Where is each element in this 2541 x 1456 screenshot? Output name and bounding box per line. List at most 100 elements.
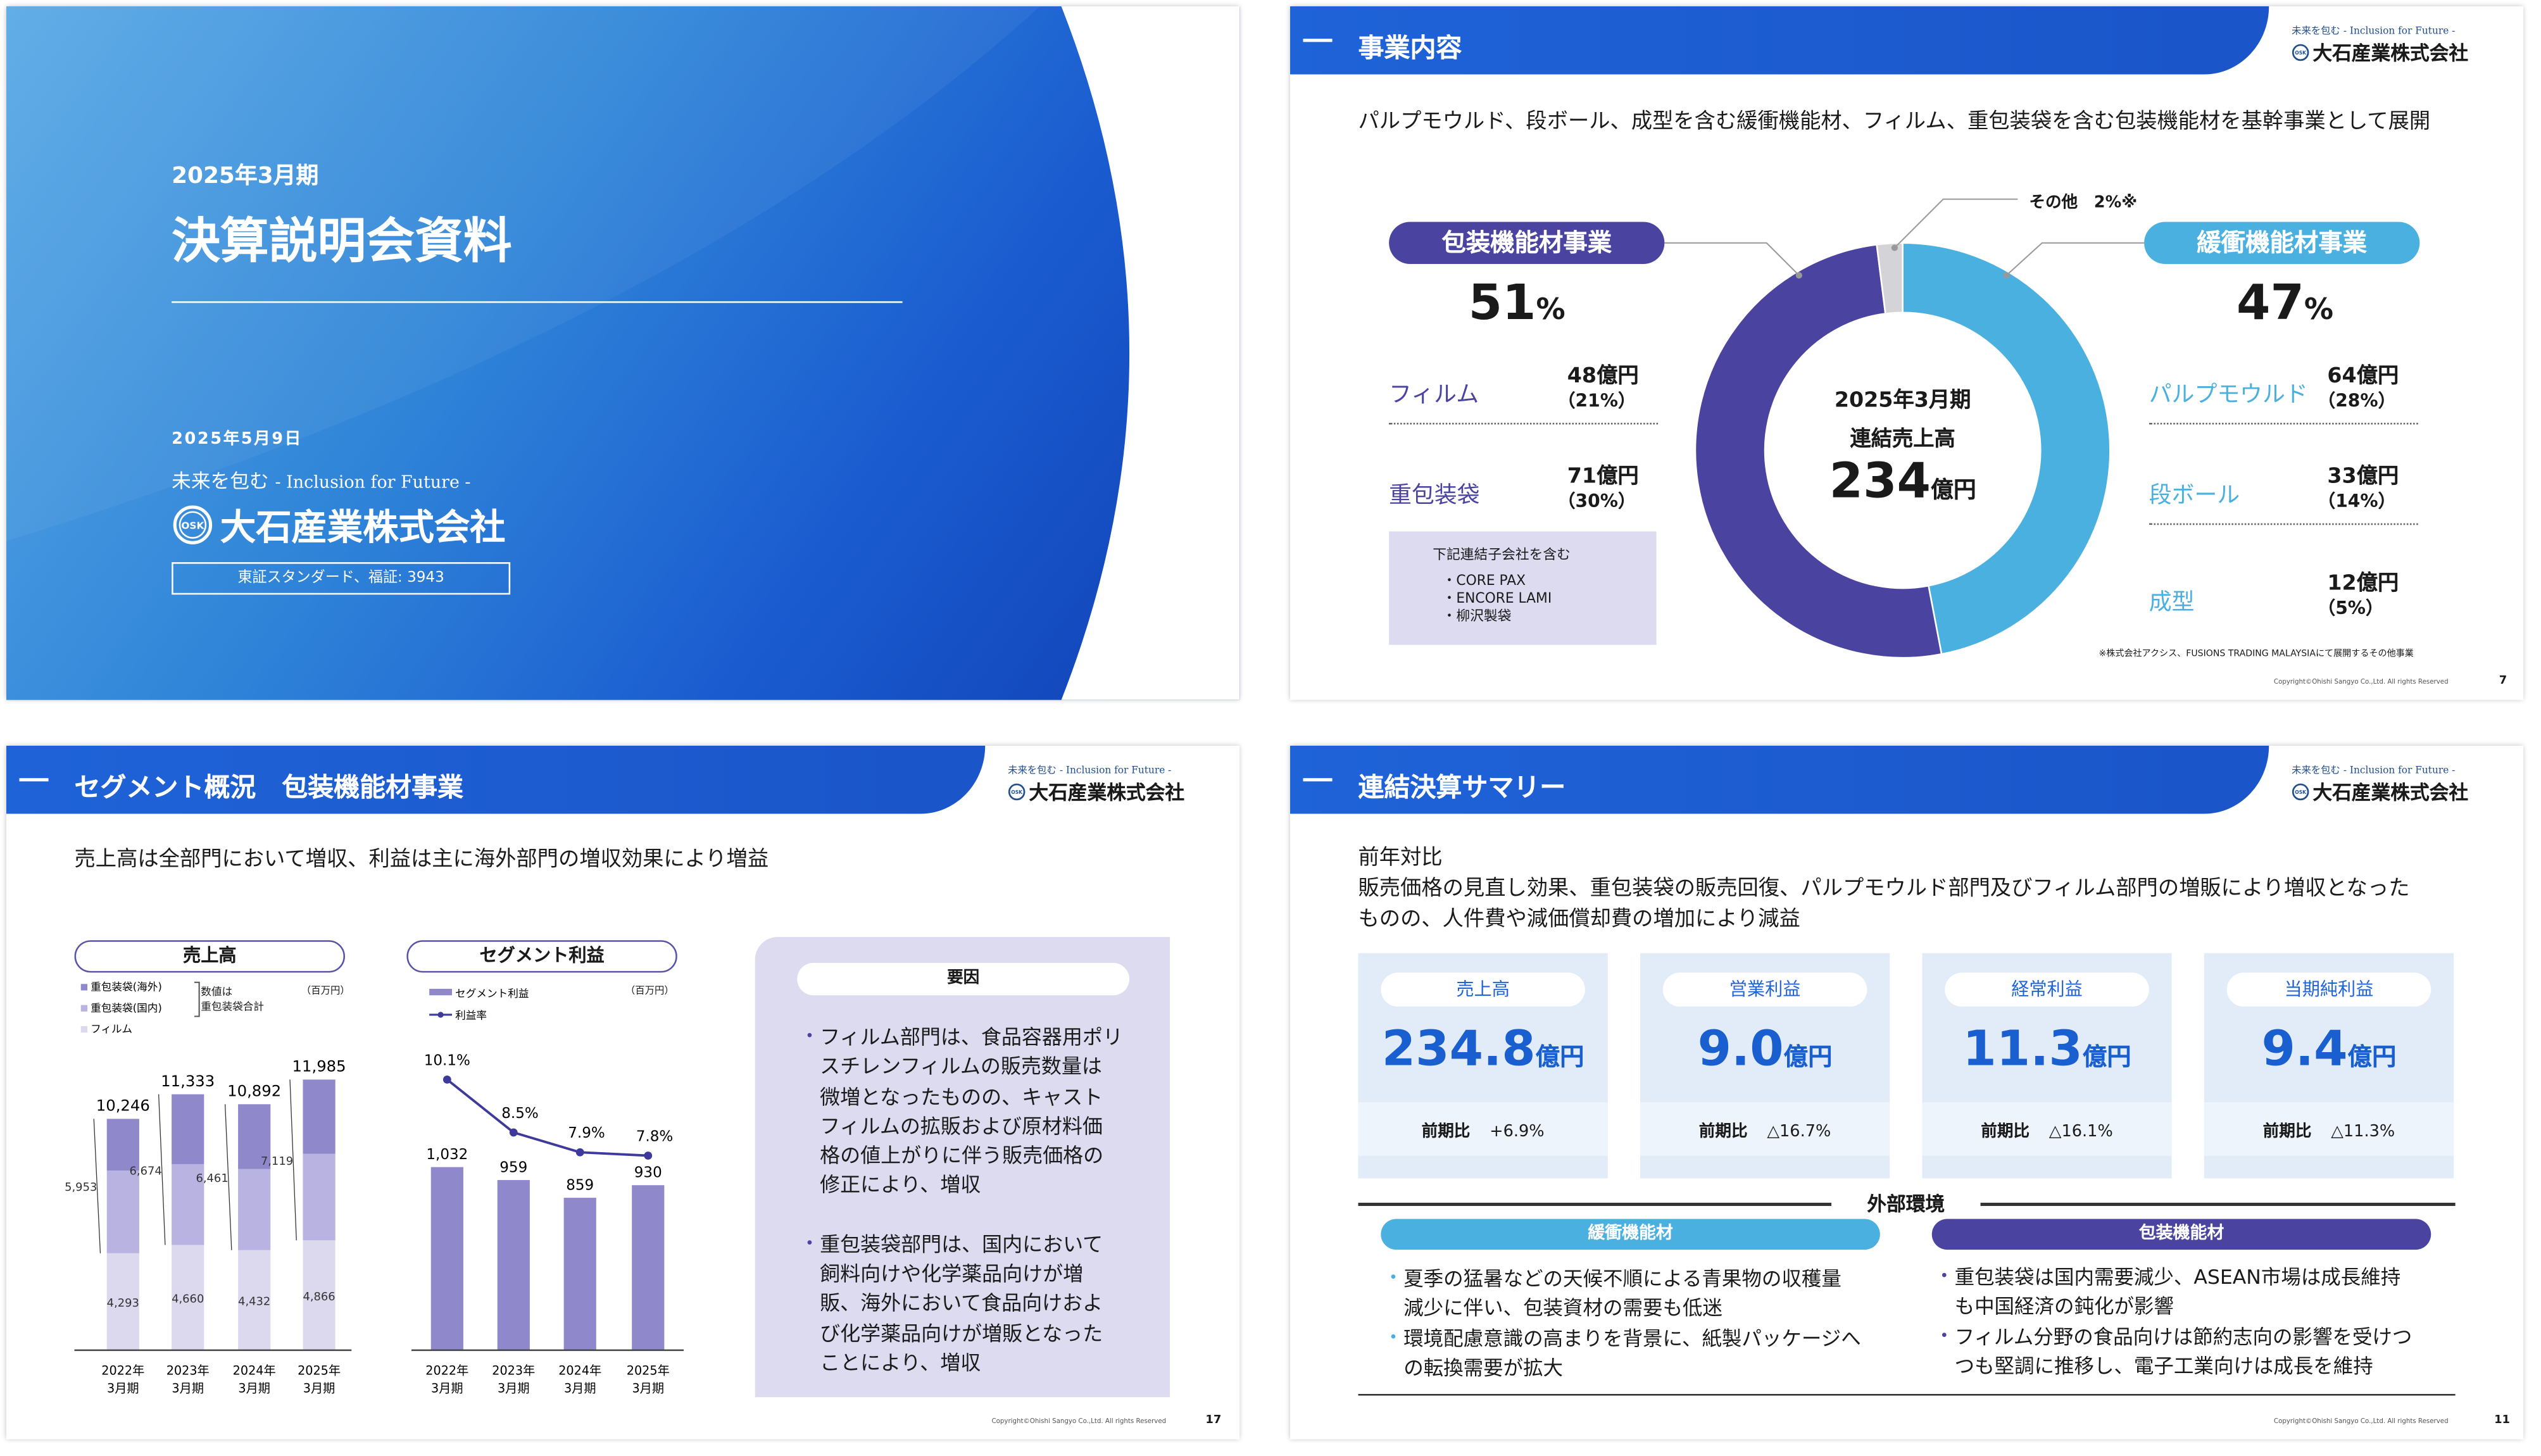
cushioning-pill: 緩衝機能材 (1381, 1219, 1880, 1250)
segment-item-share: （14%） (2318, 491, 2396, 512)
packaging-pill: 包装機能材 (1931, 1219, 2431, 1250)
yoy-value: △16.7% (1767, 1123, 1831, 1141)
segment-item-name: 段ボール (2149, 482, 2240, 509)
copyright: Copyright©Ohishi Sangyo Co.,Ltd. All rig… (2273, 677, 2449, 686)
legend-bracket (194, 981, 200, 1017)
heavy-bag-total-label: 6,674 (129, 1164, 161, 1177)
bullet-line: つも堅調に推移し、電子工業向けは成長を維持 (1954, 1355, 2373, 1378)
center-value: 234 (1829, 453, 1931, 511)
presentation-date: 2025年5月9日 (172, 430, 303, 449)
kpi-number: 9.4 (2261, 1021, 2348, 1078)
profit-bar (563, 1198, 596, 1350)
brand-logo: 未来を包む - Inclusion for Future - OSK 大石産業株式会… (2292, 23, 2468, 66)
tagline-jp: 未来を包む (2292, 765, 2340, 777)
center-label: 連結売上高 (1850, 427, 1955, 452)
x-tick-label: 3月期 (107, 1381, 139, 1395)
presentation-title: 決算説明会資料 (172, 213, 512, 271)
margin-line (446, 1078, 648, 1157)
kpi-card: 経常利益 11.3億円 前期比 △16.1% (1922, 953, 2172, 1179)
segment-item-amount: 64億円 (2327, 364, 2399, 389)
kpi-value: 234.8億円 (1358, 1021, 1608, 1078)
donut-center: 2025年3月期 連結売上高 234億円 (1822, 382, 1984, 512)
bullet-item: • フィルム分野の食品向けは節約志向の影響を受けつ つも堅調に推移し、電子工業向けは… (1940, 1322, 2412, 1381)
company-name: 大石産業株式会社 (2312, 781, 2469, 805)
packaging-segment-pill: 包装機能材事業 (1389, 222, 1665, 265)
kpi-card: 売上高 234.8億円 前期比 +6.9% (1358, 953, 1608, 1179)
card-band (1358, 1102, 1608, 1156)
bullet-line: も中国経済の鈍化が影響 (1954, 1295, 2174, 1319)
kpi-label: 経常利益 (1945, 972, 2149, 1007)
legend-swatch (429, 989, 452, 996)
copyright: Copyright©Ohishi Sangyo Co.,Ltd. All rig… (991, 1416, 1167, 1425)
kpi-card: 当期純利益 9.4億円 前期比 △11.3% (2204, 953, 2454, 1179)
segment-item-share: （5%） (2318, 598, 2384, 619)
card-band (1640, 1102, 1890, 1156)
bullet-item: • 環境配慮意識の高まりを背景に、紙製パッケージへ の転換需要が拡大 (1389, 1324, 1861, 1383)
bullet-line: 重包装袋部門は、国内において (820, 1231, 1103, 1256)
page-number: 17 (1205, 1413, 1222, 1427)
center-period: 2025年3月期 (1834, 389, 1971, 413)
kpi-yoy: 前期比 △16.7% (1640, 1117, 1890, 1141)
bullet-line: 夏季の猛暑などの天候不順による青果物の収穫量 (1403, 1267, 1841, 1291)
factors-title: 要因 (797, 963, 1130, 996)
summary-text: 前年対比 販売価格の見直し効果、重包装袋の販売回復、パルプモウルド部門及びフィル… (1358, 843, 2410, 936)
osk-emblem-icon: OSK (2292, 44, 2309, 61)
legend-note: 数値は 重包装袋合計 (201, 986, 264, 1015)
kpi-unit: 億円 (1783, 1042, 1833, 1072)
profit-bar (632, 1185, 665, 1350)
other-share-label: その他 2%※ (2029, 194, 2138, 213)
heavy-bag-bracket (158, 1094, 166, 1245)
sales-chart-title: 売上高 (74, 940, 346, 973)
tagline-jp: 未来を包む (1008, 765, 1057, 777)
kpi-number: 234.8 (1381, 1021, 1536, 1078)
summary-line: ものの、人件費や減価償却費の増加により減益 (1358, 908, 1800, 932)
kpi-unit: 億円 (2082, 1042, 2131, 1072)
note-title: 下記連結子会社を含む (1433, 548, 1571, 564)
item-divider (2149, 422, 2418, 425)
subsidiary-item: ・柳沢製袋 (1442, 609, 1512, 625)
film-value-label: 4,866 (303, 1290, 335, 1303)
margin-point (509, 1128, 518, 1137)
packaging-share: 51% (1469, 275, 1565, 332)
cushioning-share-unit: % (2304, 293, 2334, 327)
bullet-line: フィルム分野の食品向けは節約志向の影響を受けつ (1954, 1325, 2412, 1348)
sales-total-label: 10,246 (96, 1096, 150, 1115)
kpi-card: 営業利益 9.0億円 前期比 △16.7% (1640, 953, 1890, 1179)
tagline-en: - Inclusion for Future - (2343, 765, 2456, 777)
osk-emblem-icon: OSK (173, 505, 213, 544)
leader-dot (1891, 244, 1898, 251)
svg-text:OSK: OSK (1011, 789, 1023, 795)
cushioning-share-value: 47 (2237, 275, 2304, 332)
x-tick-label: 2022年 (425, 1363, 468, 1378)
sales-total-label: 11,333 (161, 1072, 215, 1090)
bullet-line: 環境配慮意識の高まりを背景に、紙製パッケージへ (1403, 1327, 1861, 1350)
bullet-line: 格の値上がりに伴う販売価格の (820, 1143, 1104, 1168)
profit-unit: （百万円） (625, 985, 674, 997)
kpi-yoy: 前期比 +6.9% (1358, 1117, 1608, 1141)
company-name: 大石産業株式会社 (2312, 42, 2469, 65)
cushioning-env-list: • 夏季の猛暑などの天候不順による青果物の収穫量 減少に伴い、包装資材の需要も低迷 •… (1389, 1264, 1861, 1383)
sales-donut-chart (1664, 198, 2145, 659)
legend-swatch (80, 984, 87, 991)
sales-bar-overseas (106, 1119, 139, 1171)
legend-label: フィルム (91, 1023, 132, 1035)
sales-bar-domestic (172, 1164, 204, 1245)
tagline-en: - Inclusion for Future - (1059, 765, 1172, 777)
x-tick-label: 2023年 (166, 1363, 210, 1378)
title-divider (172, 301, 903, 303)
card-band (1922, 1102, 2172, 1156)
legend-note-line: 重包装袋合計 (201, 1000, 265, 1014)
bullet-line: スチレンフィルムの販売数量は (820, 1054, 1102, 1079)
sales-bar-film (106, 1253, 139, 1350)
center-unit: 億円 (1931, 477, 1976, 504)
legend-marker (437, 1012, 444, 1018)
donut-slice-other (1876, 242, 1904, 315)
sales-bar-overseas (172, 1094, 204, 1164)
stock-listing-box: 東証スタンダード、福証: 3943 (172, 562, 511, 595)
footnote: ※株式会社アクシス、FUSIONS TRADING MALAYSIAにて展開する… (2099, 650, 2414, 660)
yoy-value: +6.9% (1490, 1123, 1545, 1141)
osk-emblem-icon: OSK (2292, 783, 2309, 801)
bullet-dot: • (805, 1236, 814, 1253)
margin-label: 7.8% (636, 1128, 674, 1145)
kpi-value: 11.3億円 (1922, 1021, 2171, 1078)
